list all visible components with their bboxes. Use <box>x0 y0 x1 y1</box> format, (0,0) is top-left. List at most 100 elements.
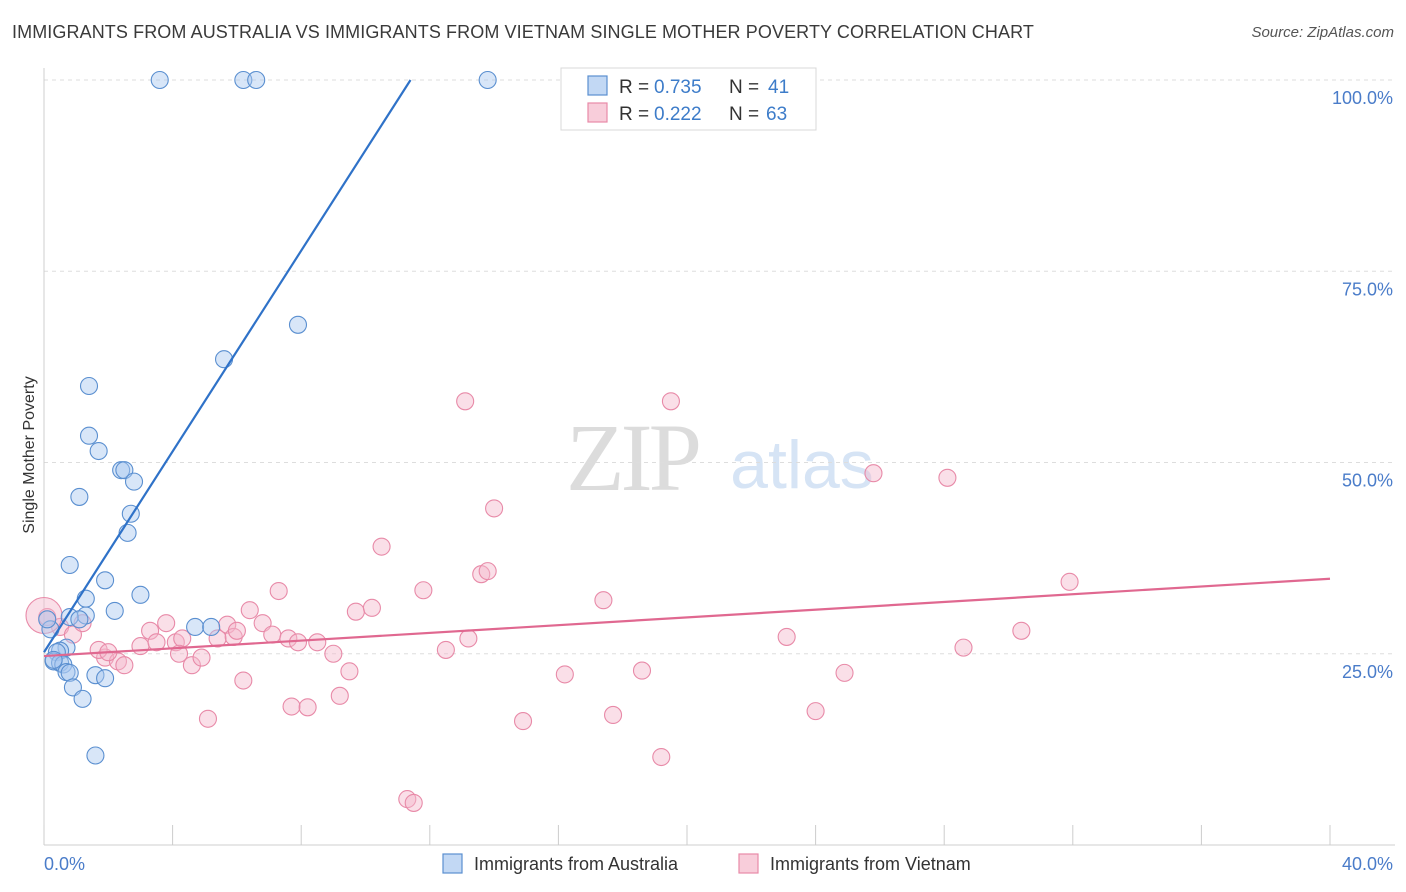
bottom-legend-swatch-australia <box>442 853 463 874</box>
legend-box: R = 0.735 N = 41 R = 0.222 N = 63 <box>560 67 817 131</box>
legend-r-label-vietnam: R = <box>619 104 649 125</box>
point-vietnam <box>288 633 308 652</box>
point-vietnam <box>141 621 160 640</box>
point-australia <box>38 610 57 629</box>
point-australia <box>44 650 63 669</box>
point-vietnam <box>240 601 259 620</box>
legend-r-value-australia: 0.735 <box>654 77 702 98</box>
point-vietnam <box>456 392 475 411</box>
point-vietnam <box>115 656 134 675</box>
point-australia <box>105 601 124 620</box>
trend-line-vietnam <box>43 577 1331 658</box>
point-australia <box>288 315 308 334</box>
point-vietnam <box>269 581 288 601</box>
point-australia <box>234 70 253 90</box>
point-australia <box>86 666 105 685</box>
point-vietnam <box>346 602 365 621</box>
legend-swatch-australia <box>587 75 608 96</box>
y-tick-label: 100.0% <box>1332 88 1393 108</box>
point-vietnam <box>227 621 246 640</box>
point-australia <box>247 70 266 90</box>
trend-line-australia <box>43 79 412 653</box>
y-axis-tick-labels: 25.0% 50.0% 75.0% 100.0% <box>1332 88 1393 682</box>
legend-n-value-vietnam: 63 <box>766 104 787 125</box>
legend-n-label-australia: N = <box>729 77 759 98</box>
legend-n-value-australia: 41 <box>768 77 789 98</box>
bottom-legend-label-vietnam: Immigrants from Vietnam <box>770 854 971 874</box>
point-vietnam <box>324 644 343 663</box>
series-australia-points <box>38 70 497 765</box>
point-australia <box>202 617 221 637</box>
point-vietnam <box>169 644 189 663</box>
point-australia <box>73 689 92 708</box>
axes <box>43 68 1395 846</box>
legend-swatch-vietnam <box>587 102 608 123</box>
point-australia <box>124 472 144 491</box>
point-vietnam <box>478 562 497 581</box>
point-vietnam-large <box>25 596 63 635</box>
point-vietnam <box>372 537 391 556</box>
point-vietnam <box>485 499 504 518</box>
point-vietnam <box>1060 572 1079 591</box>
point-australia <box>96 571 115 590</box>
point-vietnam <box>414 581 433 600</box>
series-vietnam-points <box>25 392 1079 812</box>
point-vietnam <box>308 633 327 652</box>
x-tick-label-max: 40.0% <box>1342 854 1393 874</box>
point-vietnam <box>147 633 166 652</box>
point-australia <box>70 610 89 629</box>
point-vietnam <box>192 648 211 667</box>
point-vietnam <box>661 392 680 411</box>
y-tick-label: 50.0% <box>1342 471 1393 491</box>
point-vietnam <box>1012 621 1031 640</box>
point-vietnam <box>198 709 218 728</box>
point-vietnam <box>131 637 150 656</box>
point-australia <box>86 746 105 765</box>
point-vietnam <box>263 625 282 644</box>
point-vietnam <box>340 662 359 681</box>
point-vietnam <box>459 629 478 648</box>
point-australia <box>131 585 150 604</box>
watermark-zip: ZIP <box>566 404 699 511</box>
point-australia <box>70 487 89 506</box>
point-vietnam <box>208 629 227 648</box>
x-tick-label-min: 0.0% <box>44 854 85 874</box>
point-vietnam <box>234 671 253 690</box>
point-vietnam <box>362 598 381 617</box>
point-vietnam <box>330 686 349 705</box>
bottom-legend-label-australia: Immigrants from Australia <box>474 854 679 874</box>
point-vietnam <box>182 656 201 675</box>
bottom-legend-swatch-vietnam <box>738 853 759 874</box>
point-australia <box>478 70 497 90</box>
point-australia <box>79 426 99 445</box>
y-axis-label: Single Mother Poverty <box>21 376 38 533</box>
watermark-atlas: atlas <box>730 427 874 503</box>
point-vietnam <box>954 638 973 657</box>
gridlines <box>44 79 1395 655</box>
point-australia <box>76 589 95 608</box>
point-australia <box>214 350 234 369</box>
point-vietnam <box>632 661 652 680</box>
point-vietnam <box>806 702 825 721</box>
point-australia <box>60 555 79 575</box>
legend-r-value-vietnam: 0.222 <box>654 104 702 125</box>
point-vietnam <box>404 793 423 812</box>
point-australia <box>60 663 79 682</box>
point-australia <box>89 441 108 461</box>
y-tick-label: 25.0% <box>1342 662 1393 682</box>
point-australia <box>79 376 99 396</box>
watermark: ZIP atlas <box>566 404 874 511</box>
y-tick-label: 75.0% <box>1342 279 1393 299</box>
bottom-legend: Immigrants from Australia Immigrants fro… <box>442 853 971 874</box>
source-credit: Source: ZipAtlas.com <box>1251 24 1394 41</box>
point-australia <box>96 669 115 688</box>
point-vietnam <box>157 614 176 633</box>
point-vietnam <box>777 627 796 646</box>
point-vietnam <box>298 698 317 717</box>
point-vietnam <box>938 468 957 487</box>
point-vietnam <box>864 464 883 483</box>
point-vietnam <box>835 663 854 682</box>
point-vietnam <box>436 640 455 659</box>
point-vietnam <box>513 712 533 731</box>
